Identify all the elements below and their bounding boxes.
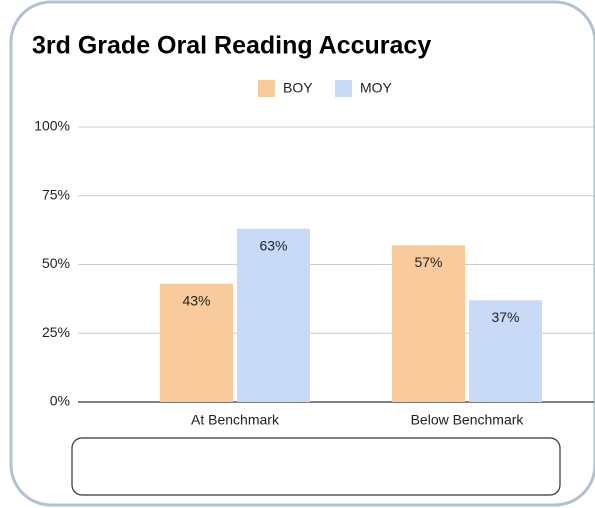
y-tick-label: 25% (42, 324, 70, 340)
legend-label: BOY (283, 80, 313, 96)
x-tick-label: At Benchmark (191, 412, 280, 428)
y-tick-label: 0% (50, 393, 70, 409)
legend-swatch (258, 80, 275, 97)
bar (160, 283, 233, 402)
value-label: 63% (259, 237, 287, 253)
bar (469, 300, 542, 402)
bar (392, 245, 465, 402)
chart-title: 3rd Grade Oral Reading Accuracy (32, 32, 431, 60)
legend-label: MOY (360, 80, 393, 96)
y-tick-label: 75% (42, 186, 70, 202)
x-tick-label: Below Benchmark (411, 412, 525, 428)
value-label: 57% (414, 254, 442, 270)
text-box (71, 437, 561, 496)
legend-swatch (335, 80, 352, 97)
value-label: 37% (491, 309, 519, 325)
bar (237, 228, 310, 402)
value-label: 43% (182, 292, 210, 308)
y-tick-label: 100% (34, 118, 70, 134)
y-tick-label: 50% (42, 255, 70, 271)
